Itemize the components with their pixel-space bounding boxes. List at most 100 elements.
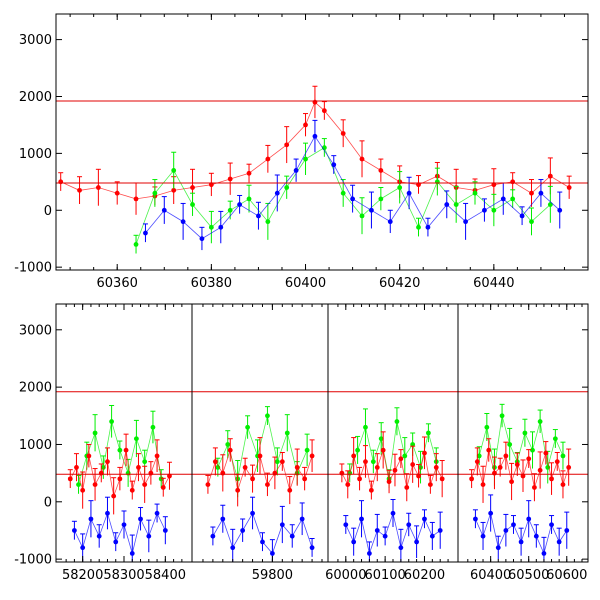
data-point xyxy=(220,470,226,476)
data-point xyxy=(406,190,412,196)
data-point xyxy=(439,476,445,482)
data-point xyxy=(67,476,73,482)
data-point xyxy=(370,459,376,465)
data-point xyxy=(510,179,516,185)
data-point xyxy=(289,533,295,539)
data-point xyxy=(519,213,525,219)
data-point xyxy=(422,450,427,456)
data-point xyxy=(80,545,86,551)
data-point xyxy=(250,476,255,482)
series-0 xyxy=(58,85,572,215)
data-point xyxy=(146,533,152,539)
data-point xyxy=(105,510,110,516)
data-point xyxy=(530,447,535,453)
data-point xyxy=(486,447,492,453)
data-point xyxy=(390,510,396,516)
data-point xyxy=(167,473,172,479)
series-1 xyxy=(76,404,164,494)
data-point xyxy=(469,476,475,482)
x-tick-label: 60440 xyxy=(473,276,514,291)
y-tick-label: 2000 xyxy=(19,381,52,396)
data-point xyxy=(80,487,86,493)
data-point xyxy=(363,459,368,465)
data-point xyxy=(425,224,431,230)
data-point xyxy=(406,522,412,528)
data-point xyxy=(566,465,572,470)
data-point xyxy=(394,419,400,424)
data-point xyxy=(532,485,537,490)
series-line xyxy=(217,415,308,480)
data-point xyxy=(150,424,156,430)
series-line xyxy=(341,448,443,491)
data-point xyxy=(162,528,168,533)
data-point xyxy=(374,528,380,533)
series-2 xyxy=(469,438,572,503)
series-0 xyxy=(472,494,570,562)
data-point xyxy=(133,196,139,202)
data-point xyxy=(404,485,410,490)
series-2 xyxy=(339,431,445,502)
data-point xyxy=(304,447,310,453)
y-tick-label: 1000 xyxy=(19,147,52,162)
data-point xyxy=(250,510,255,516)
data-point xyxy=(416,473,421,479)
data-point xyxy=(284,185,290,190)
data-point xyxy=(265,219,271,225)
data-point xyxy=(321,108,327,114)
data-point xyxy=(86,453,92,459)
top-panel: 60360 60380 60400 60420 60440 -1000 0 1000 2000 3… xyxy=(14,13,589,291)
data-point xyxy=(208,182,214,188)
data-point xyxy=(484,424,490,430)
data-point xyxy=(215,465,221,470)
data-point xyxy=(123,447,129,453)
data-point xyxy=(257,453,263,459)
data-point xyxy=(303,122,308,128)
data-point xyxy=(363,424,368,430)
data-point xyxy=(121,522,127,528)
y-tick-label: 2000 xyxy=(19,90,52,105)
data-point xyxy=(95,185,101,190)
data-point xyxy=(199,236,205,242)
y-tick-label: -1000 xyxy=(14,553,52,568)
data-point xyxy=(117,476,123,482)
data-point xyxy=(397,185,403,190)
data-point xyxy=(529,190,534,196)
data-point xyxy=(212,459,218,465)
data-point xyxy=(72,528,77,533)
data-point xyxy=(343,522,349,528)
data-point xyxy=(299,516,305,522)
data-point xyxy=(554,459,560,465)
x-tick-label: 60400 xyxy=(470,568,511,583)
data-point xyxy=(547,202,553,207)
data-point xyxy=(541,551,547,556)
data-point xyxy=(227,207,233,213)
data-point xyxy=(96,533,102,539)
series-line xyxy=(349,421,437,479)
data-point xyxy=(560,482,566,487)
data-point xyxy=(274,190,280,196)
data-point xyxy=(392,467,398,473)
data-point xyxy=(402,453,408,459)
x-tick-label: 60600 xyxy=(546,568,587,583)
data-point xyxy=(503,528,509,533)
data-point xyxy=(422,516,427,522)
data-point xyxy=(503,453,509,459)
axis-segment-1: 59800 xyxy=(191,304,328,583)
data-point xyxy=(161,207,167,213)
data-point xyxy=(444,202,450,207)
data-point xyxy=(549,522,554,528)
y-tick-label: -1000 xyxy=(14,261,52,276)
data-point xyxy=(433,465,439,470)
series-line xyxy=(471,450,570,490)
y-tick-label: 0 xyxy=(44,495,52,510)
series-2 xyxy=(205,437,315,507)
data-point xyxy=(142,459,148,465)
data-point xyxy=(160,485,166,490)
data-point xyxy=(497,465,503,470)
data-point xyxy=(208,224,214,230)
series-0 xyxy=(210,496,315,562)
data-point xyxy=(410,462,416,467)
data-point xyxy=(476,453,482,459)
x-tick-label: 59800 xyxy=(252,568,293,583)
data-point xyxy=(552,436,558,442)
